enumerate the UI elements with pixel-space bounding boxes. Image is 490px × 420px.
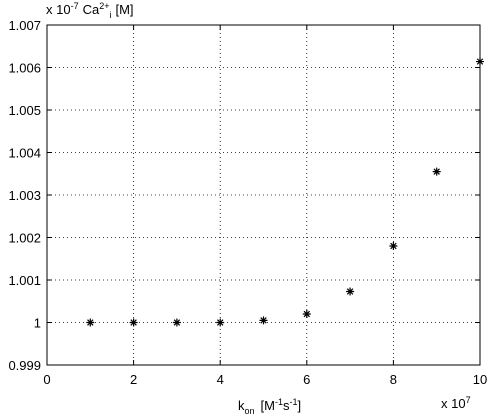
y-axis-label: x 10-7 Ca2+i [M] [46,1,134,20]
data-point [216,318,225,327]
x-tick-label: 6 [303,372,310,387]
y-tick-label: 1.002 [8,231,41,246]
data-point [259,316,268,325]
data-point [346,287,355,296]
x-tick-label: 8 [390,372,397,387]
y-tick-label: 1.003 [8,188,41,203]
y-tick-label: 1.005 [8,103,41,118]
x-tick-label: 2 [130,372,137,387]
data-point [302,310,311,318]
data-point [432,167,441,176]
data-point [129,318,138,327]
y-tick-label: 1.007 [8,18,41,33]
y-tick-label: 1 [34,316,41,331]
data-point [86,318,95,327]
x-multiplier: x 107 [441,395,471,411]
y-tick-label: 1.004 [8,146,41,161]
x-tick-label: 10 [473,372,487,387]
data-point [476,57,484,66]
y-tick-label: 1.001 [8,273,41,288]
x-tick-label: 4 [217,372,224,387]
data-point [389,242,398,250]
y-tick-label: 0.999 [8,358,41,373]
y-tick-label: 1.006 [8,61,41,76]
x-axis-label: kon [M-1s-1] [238,397,301,416]
axes-box [46,24,481,366]
data-point [172,318,181,327]
x-tick-label: 0 [43,372,50,387]
